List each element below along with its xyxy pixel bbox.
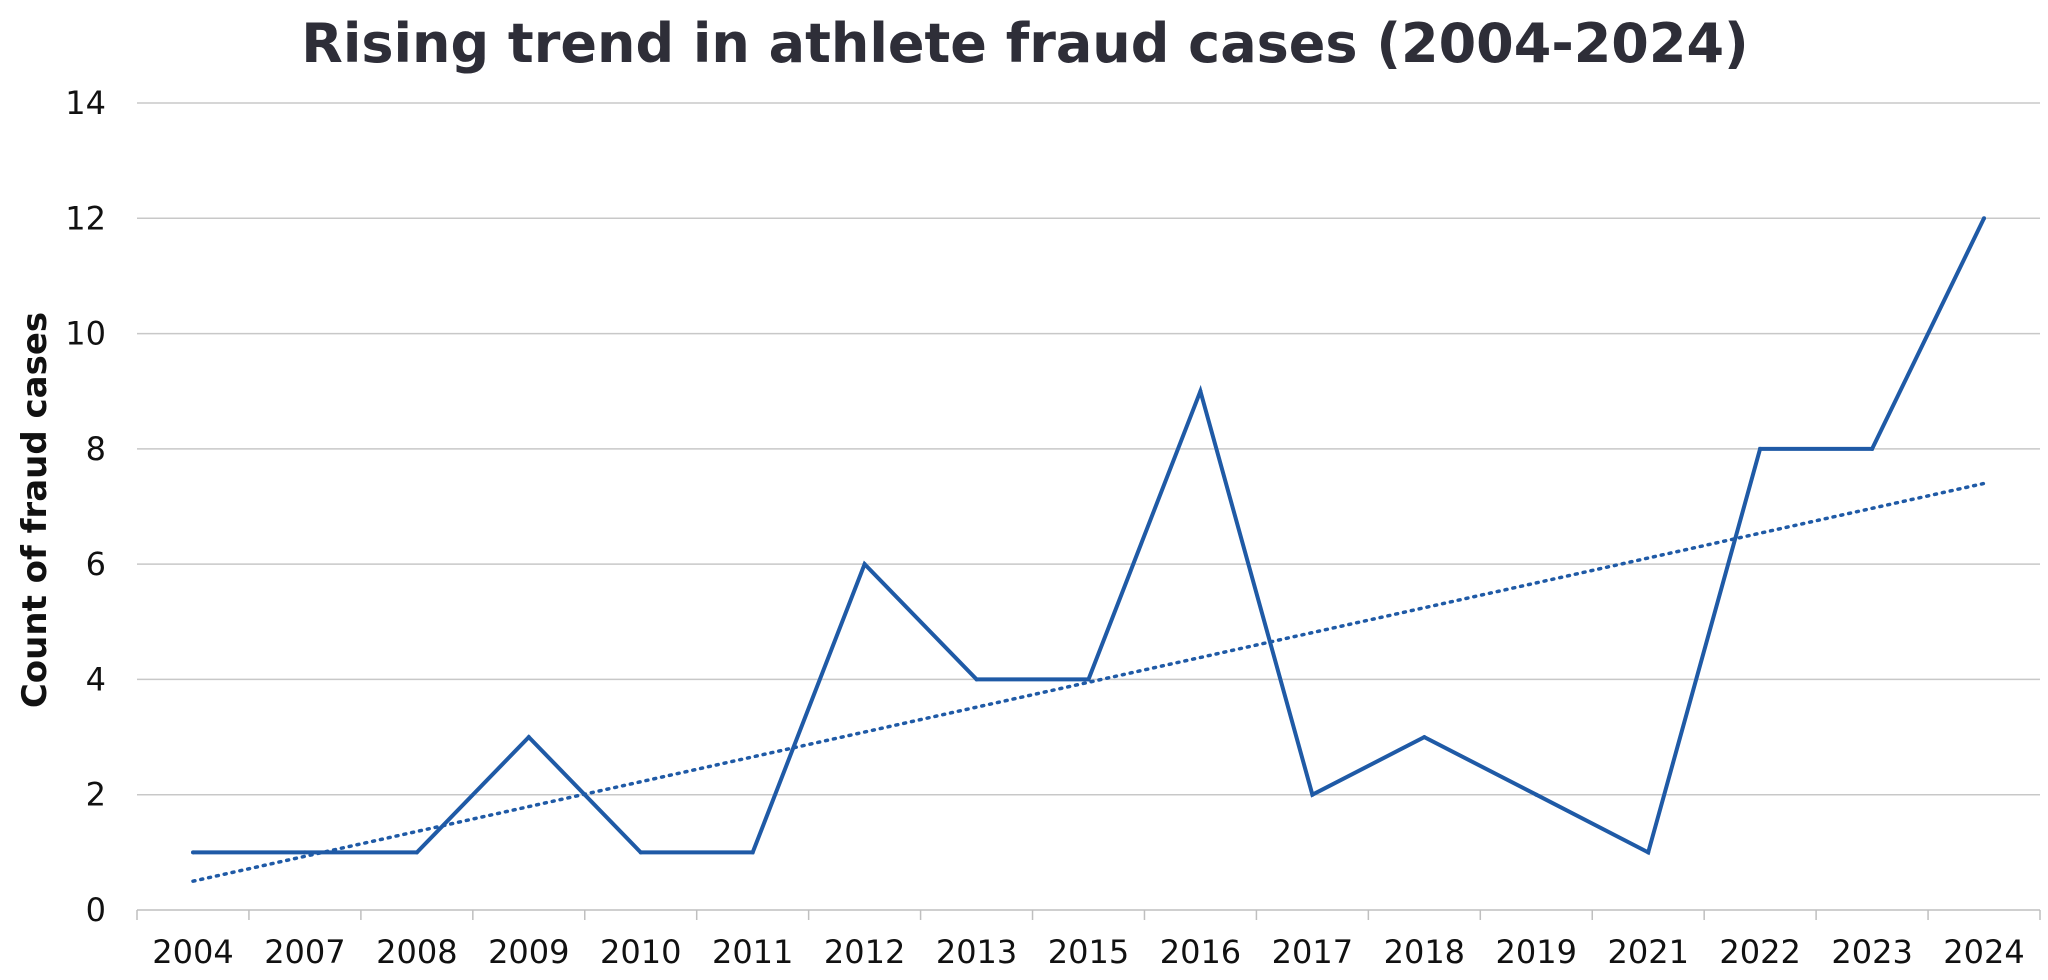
data-point-2015 (1086, 677, 1091, 682)
data-point-2012 (862, 562, 867, 567)
data-point-2010 (638, 850, 643, 855)
data-point-2018 (1422, 735, 1427, 740)
x-tick-label: 2021 (1607, 933, 1688, 971)
x-tick-label: 2017 (1272, 933, 1353, 971)
x-tick-label: 2013 (936, 933, 1017, 971)
x-tick-label: 2012 (824, 933, 905, 971)
x-tick-label: 2022 (1719, 933, 1800, 971)
x-tick-label: 2016 (1160, 933, 1241, 971)
data-point-2017 (1310, 792, 1315, 797)
data-point-2008 (414, 850, 419, 855)
y-tick-label: 10 (65, 315, 106, 353)
y-tick-label: 8 (86, 430, 106, 468)
x-axis (136, 909, 2041, 920)
trendline-layer (191, 481, 1986, 883)
x-tick-label: 2008 (376, 933, 457, 971)
x-axis-tick-labels: 2004 2007 2008 2009 2010 2011 2012 2013 2015 2016… (152, 933, 2024, 971)
y-tick-label: 14 (65, 84, 106, 122)
y-tick-label: 6 (86, 545, 106, 583)
chart-title: Rising trend in athlete fraud cases (200… (301, 12, 1748, 75)
x-tick-label: 2019 (1496, 933, 1577, 971)
y-tick-label: 0 (86, 891, 106, 929)
x-tick-label: 2010 (600, 933, 681, 971)
data-point-2004 (190, 850, 195, 855)
data-point-2021 (1646, 850, 1651, 855)
data-point-2016 (1198, 389, 1203, 394)
data-point-2007 (302, 850, 307, 855)
data-point-2009 (526, 735, 531, 740)
series-layer (190, 216, 1987, 856)
y-tick-label: 4 (86, 660, 106, 698)
series-line-0 (193, 217, 1986, 856)
x-tick-label: 2015 (1048, 933, 1129, 971)
x-tick-label: 2023 (1831, 933, 1912, 971)
x-tick-label: 2018 (1384, 933, 1465, 971)
y-axis-title: Count of fraud cases (15, 312, 55, 708)
data-point-2023 (1870, 446, 1875, 451)
y-tick-label: 2 (86, 776, 106, 814)
x-tick-label: 2009 (488, 933, 569, 971)
data-point-2011 (750, 850, 755, 855)
data-point-2022 (1758, 446, 1763, 451)
x-tick-label: 2007 (264, 933, 345, 971)
x-tick-label: 2024 (1943, 933, 2024, 971)
y-axis-tick-labels: 0 2 4 6 8 10 12 14 (65, 84, 106, 929)
x-tick-label: 2004 (152, 933, 233, 971)
gridlines (137, 102, 2040, 796)
data-point-2013 (974, 677, 979, 682)
data-point-2024 (1982, 216, 1987, 221)
y-tick-label: 12 (65, 199, 106, 237)
trendline (191, 481, 1986, 883)
data-point-2019 (1534, 792, 1539, 797)
x-tick-label: 2011 (712, 933, 793, 971)
